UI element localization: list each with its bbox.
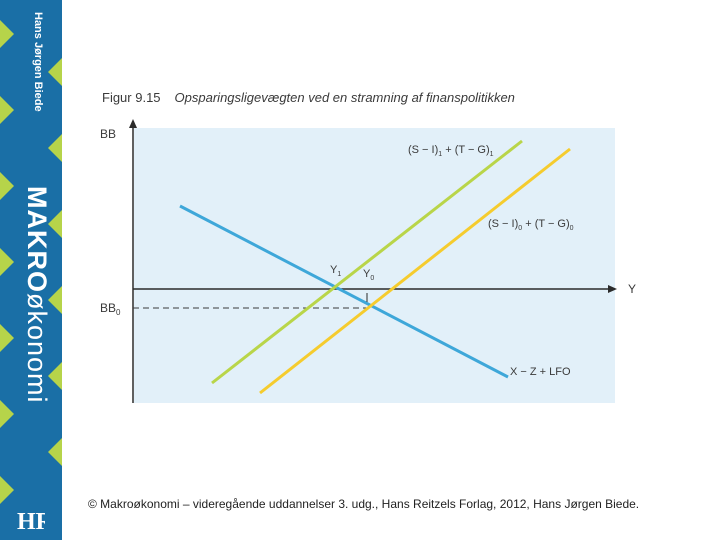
sidebar-title-rest: økonomi [22, 293, 52, 404]
y-axis-label: BB [100, 127, 116, 141]
sidebar-book-title: MAKROøkonomi [21, 186, 52, 404]
y0-label: Y0 [363, 268, 374, 282]
diagram: BB Y BB0 Y1 Y0 (S − I)1 + (T − G)1 (S − … [100, 119, 636, 403]
sidebar: Hans Jørgen Biede MAKROøkonomi HR [0, 0, 62, 540]
xz-lfo-label: X − Z + LFO [510, 366, 571, 378]
diagram-panel [134, 128, 615, 403]
publisher-logo: HR [17, 509, 45, 535]
sidebar-author: Hans Jørgen Biede [32, 12, 44, 112]
savings-line-0 [259, 147, 571, 395]
y1-label: Y1 [330, 264, 341, 278]
curve1-label: (S − I)1 + (T − G)1 [408, 144, 494, 158]
savings-line-1 [211, 139, 523, 385]
bb0-label: BB0 [100, 301, 121, 317]
publisher-logo-text: HR [17, 509, 45, 535]
curve0-label: (S − I)0 + (T − G)0 [488, 218, 574, 232]
figure-title-text: Opsparingsligevægten ved en stramning af… [174, 90, 515, 105]
figure-number: Figur 9.15 [102, 90, 161, 105]
y-axis-arrow [129, 119, 137, 128]
xz-lfo-line [179, 204, 509, 379]
x-axis-arrow [608, 285, 617, 293]
x-axis-label: Y [628, 282, 636, 296]
sidebar-title-bold: MAKRO [22, 186, 52, 293]
footer-copyright: © Makroøkonomi – videregående uddannelse… [88, 497, 640, 511]
figure-title: Figur 9.15 Opsparingsligevægten ved en st… [102, 90, 515, 105]
sidebar-diamond-pattern [0, 20, 62, 504]
